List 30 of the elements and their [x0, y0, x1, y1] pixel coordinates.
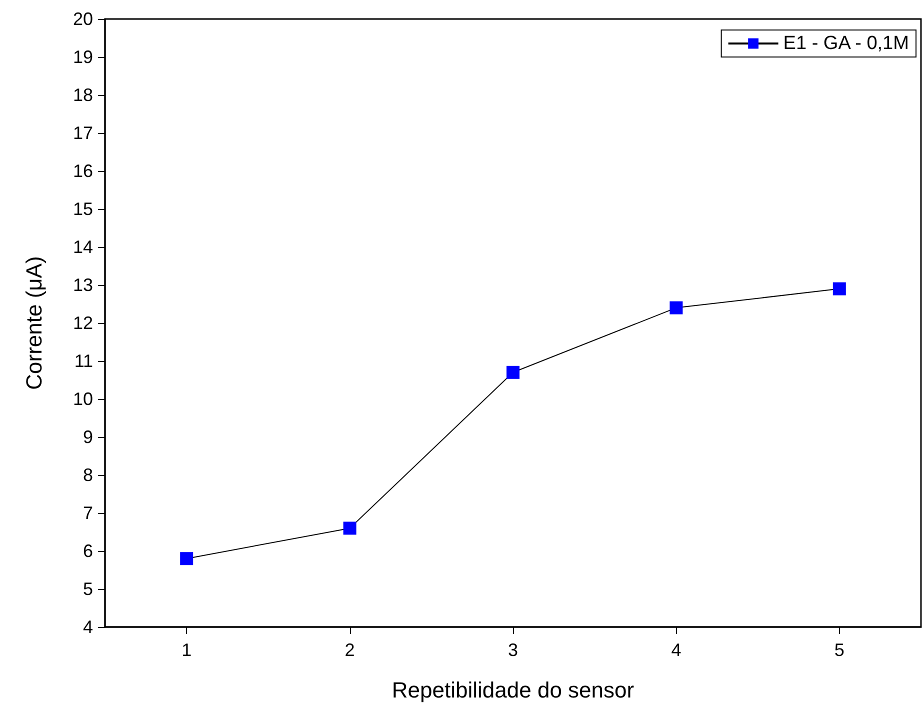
- x-tick-label: 3: [508, 640, 518, 660]
- y-tick-label: 5: [82, 579, 93, 599]
- y-tick-label: 10: [72, 389, 93, 409]
- x-tick-label: 4: [671, 640, 682, 660]
- y-tick-label: 19: [72, 47, 93, 67]
- y-tick-label: 12: [72, 313, 93, 333]
- point: [343, 522, 356, 535]
- y-tick-label: 15: [72, 199, 93, 219]
- y-tick-label: 14: [72, 237, 93, 257]
- y-tick-label: 18: [72, 85, 93, 105]
- y-tick-label: 13: [72, 275, 93, 295]
- y-axis-title: Corrente (μA): [22, 256, 46, 390]
- y-tick-label: 8: [82, 465, 93, 485]
- point: [506, 366, 520, 379]
- y-tick-label: 9: [82, 427, 93, 447]
- y-tick-label: 7: [82, 503, 93, 523]
- legend-label: E1 - GA - 0,1M: [783, 33, 909, 54]
- x-tick-label: 5: [834, 640, 844, 660]
- x-tick-label: 2: [344, 640, 355, 660]
- point: [180, 552, 194, 566]
- y-tick-label: 20: [72, 9, 93, 29]
- y-tick-label: 11: [74, 351, 93, 371]
- y-tick-label: 4: [82, 617, 93, 637]
- x-tick-label: 1: [182, 640, 192, 660]
- y-tick-label: 17: [72, 123, 93, 143]
- y-tick-label: 6: [82, 541, 93, 561]
- point: [670, 301, 683, 314]
- x-axis-title: Repetibilidade do sensor: [392, 678, 634, 702]
- point: [832, 282, 846, 296]
- y-tick-label: 16: [72, 161, 93, 181]
